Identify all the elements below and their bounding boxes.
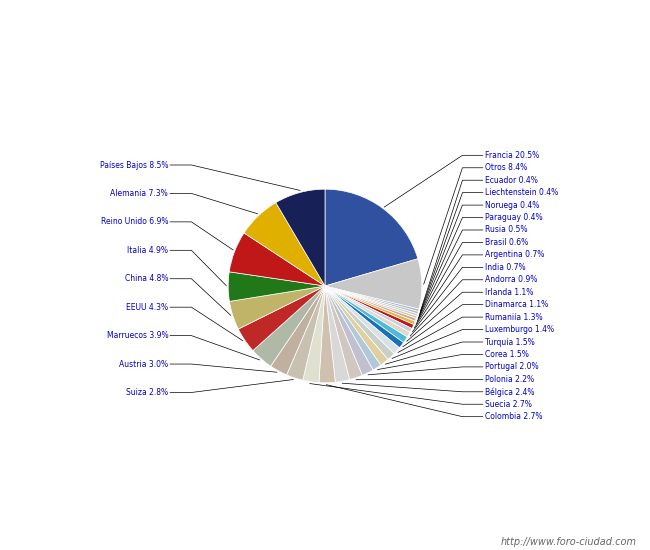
Text: Portugal 2.0%: Portugal 2.0% [485, 362, 538, 371]
Wedge shape [325, 286, 381, 370]
Wedge shape [325, 286, 419, 311]
Wedge shape [325, 286, 412, 332]
Text: Liechtenstein 0.4%: Liechtenstein 0.4% [485, 188, 558, 197]
Text: EEUU 4.3%: EEUU 4.3% [126, 302, 168, 312]
Wedge shape [325, 286, 415, 324]
Text: Irlanda 1.1%: Irlanda 1.1% [485, 288, 533, 296]
Text: China 4.8%: China 4.8% [125, 274, 168, 283]
Text: Brasil 0.6%: Brasil 0.6% [485, 238, 528, 247]
Text: Austria 3.0%: Austria 3.0% [119, 360, 168, 368]
Text: Marruecos 3.9%: Marruecos 3.9% [107, 331, 168, 340]
Wedge shape [325, 286, 388, 365]
Text: Italia 4.9%: Italia 4.9% [127, 246, 168, 255]
Wedge shape [325, 286, 416, 321]
Text: Polonia 2.2%: Polonia 2.2% [485, 375, 534, 384]
Wedge shape [325, 258, 422, 309]
Wedge shape [325, 286, 417, 318]
Wedge shape [244, 202, 325, 286]
Wedge shape [303, 286, 325, 383]
Text: Colombia 2.7%: Colombia 2.7% [485, 412, 542, 421]
Wedge shape [325, 286, 414, 328]
Text: Argentina 0.7%: Argentina 0.7% [485, 250, 544, 260]
Wedge shape [287, 286, 325, 380]
Wedge shape [325, 286, 418, 316]
Text: Sabadell - Turistas extranjeros según país - Agosto de 2024: Sabadell - Turistas extranjeros según pa… [79, 15, 571, 31]
Text: Francia 20.5%: Francia 20.5% [485, 151, 539, 160]
Text: Rusia 0.5%: Rusia 0.5% [485, 226, 527, 234]
Wedge shape [239, 286, 325, 350]
Text: India 0.7%: India 0.7% [485, 263, 525, 272]
Wedge shape [325, 286, 419, 314]
Wedge shape [228, 272, 325, 301]
Text: Países Bajos 8.5%: Países Bajos 8.5% [99, 161, 168, 169]
Wedge shape [229, 233, 325, 286]
Wedge shape [276, 189, 325, 286]
Wedge shape [325, 286, 362, 379]
Wedge shape [229, 286, 325, 329]
Text: Suiza 2.8%: Suiza 2.8% [126, 388, 168, 397]
Wedge shape [325, 286, 350, 382]
Wedge shape [270, 286, 325, 375]
Text: Andorra 0.9%: Andorra 0.9% [485, 276, 537, 284]
Text: Noruega 0.4%: Noruega 0.4% [485, 201, 539, 210]
Wedge shape [325, 286, 373, 375]
Wedge shape [325, 189, 418, 286]
Wedge shape [325, 286, 404, 348]
Text: Bélgica 2.4%: Bélgica 2.4% [485, 387, 534, 397]
Wedge shape [325, 286, 408, 343]
Wedge shape [325, 286, 400, 354]
Text: Ecuador 0.4%: Ecuador 0.4% [485, 175, 538, 185]
Text: Paraguay 0.4%: Paraguay 0.4% [485, 213, 542, 222]
Text: Turquía 1.5%: Turquía 1.5% [485, 338, 534, 346]
Wedge shape [253, 286, 325, 366]
Wedge shape [325, 286, 410, 337]
Text: Corea 1.5%: Corea 1.5% [485, 350, 528, 359]
Text: Luxemburgo 1.4%: Luxemburgo 1.4% [485, 325, 554, 334]
Text: Suecia 2.7%: Suecia 2.7% [485, 400, 532, 409]
Wedge shape [325, 286, 394, 360]
Text: Otros 8.4%: Otros 8.4% [485, 163, 527, 172]
Text: Rumaniía 1.3%: Rumaniía 1.3% [485, 312, 542, 322]
Text: Alemania 7.3%: Alemania 7.3% [111, 189, 168, 198]
Text: Reino Unido 6.9%: Reino Unido 6.9% [101, 217, 168, 227]
Text: Dinamarca 1.1%: Dinamarca 1.1% [485, 300, 548, 309]
Wedge shape [319, 286, 335, 383]
Text: http://www.foro-ciudad.com: http://www.foro-ciudad.com [501, 537, 637, 547]
